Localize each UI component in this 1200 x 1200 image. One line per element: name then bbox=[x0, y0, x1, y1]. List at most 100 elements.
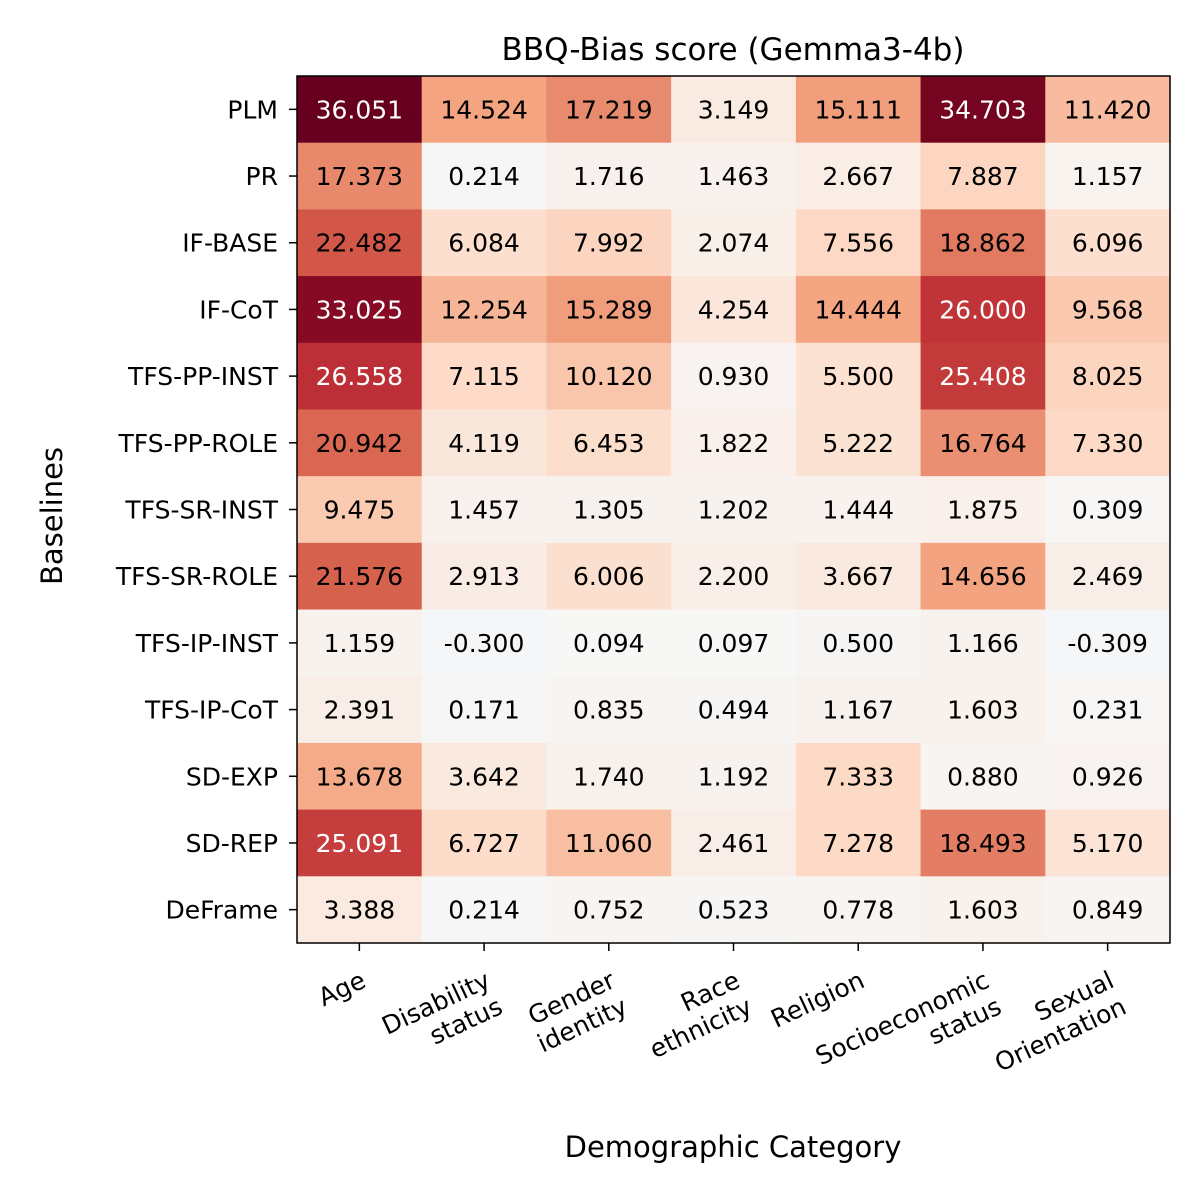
cell-value-label: 6.096 bbox=[1072, 229, 1144, 258]
cell-value-label: 0.500 bbox=[822, 629, 894, 658]
heatmap-cell bbox=[1045, 209, 1171, 277]
cell-value-label: 9.568 bbox=[1072, 295, 1144, 324]
y-tick-label: TFS-SR-INST bbox=[124, 496, 278, 525]
cell-value-label: 1.159 bbox=[324, 629, 396, 658]
heatmap-cell bbox=[795, 142, 922, 210]
cell-value-label: 36.051 bbox=[316, 95, 403, 124]
heatmap-cell bbox=[421, 276, 548, 344]
cell-value-label: 2.913 bbox=[448, 562, 520, 591]
heatmap-cell bbox=[1045, 276, 1171, 344]
heatmap-cell bbox=[795, 409, 922, 477]
heatmap-cell bbox=[795, 609, 922, 677]
y-axis-label: Baselines bbox=[35, 447, 69, 585]
cell-value-label: 26.558 bbox=[316, 362, 403, 391]
cell-value-label: 3.642 bbox=[448, 762, 520, 791]
cell-value-label: 0.094 bbox=[573, 629, 645, 658]
cell-value-label: 5.222 bbox=[822, 429, 894, 458]
cell-value-label: 14.524 bbox=[440, 95, 527, 124]
cell-value-label: 1.157 bbox=[1072, 162, 1144, 191]
cell-value-label: 2.667 bbox=[822, 162, 894, 191]
heatmap-cell bbox=[297, 276, 423, 344]
cell-value-label: 1.192 bbox=[698, 762, 770, 791]
cell-value-label: 0.835 bbox=[573, 696, 645, 725]
cell-value-label: 18.493 bbox=[939, 829, 1026, 858]
cell-value-label: 14.656 bbox=[939, 562, 1026, 591]
heatmap-cell bbox=[421, 342, 548, 411]
cell-value-label: 13.678 bbox=[316, 762, 403, 791]
heatmap-cell bbox=[671, 542, 797, 611]
heatmap-cell bbox=[795, 742, 922, 811]
cell-value-label: 16.764 bbox=[939, 429, 1026, 458]
heatmap-cell bbox=[920, 542, 1046, 611]
cell-value-label: 1.822 bbox=[698, 429, 770, 458]
cell-value-label: -0.300 bbox=[444, 629, 525, 658]
heatmap-cell bbox=[546, 542, 672, 611]
cell-value-label: 3.667 bbox=[822, 562, 894, 591]
y-tick-label: SD-EXP bbox=[186, 762, 278, 791]
y-tick-label: IF-BASE bbox=[182, 229, 278, 258]
heatmap-cell bbox=[297, 476, 423, 544]
heatmap-cell bbox=[795, 209, 922, 277]
heatmap-cell bbox=[920, 476, 1046, 544]
cell-value-label: 17.219 bbox=[565, 95, 652, 124]
y-tick-label: IF-CoT bbox=[199, 295, 279, 324]
cell-value-label: 21.576 bbox=[316, 562, 403, 591]
y-tick-label: TFS-PP-INST bbox=[127, 362, 279, 391]
heatmap-cell bbox=[1045, 609, 1171, 677]
heatmap-cell bbox=[1045, 542, 1171, 611]
heatmap-cell bbox=[1045, 142, 1171, 210]
heatmap-cell bbox=[1045, 476, 1171, 544]
heatmap-cells bbox=[297, 76, 1171, 944]
heatmap-cell bbox=[671, 142, 797, 210]
cell-value-label: 1.305 bbox=[573, 496, 645, 525]
heatmap-cell bbox=[546, 209, 672, 277]
heatmap-cell bbox=[546, 342, 672, 411]
heatmap-cell bbox=[297, 409, 423, 477]
y-tick-label: TFS-IP-CoT bbox=[144, 696, 279, 725]
heatmap-cell bbox=[920, 342, 1046, 411]
cell-value-label: 0.926 bbox=[1072, 762, 1144, 791]
cell-value-label: 6.727 bbox=[448, 829, 520, 858]
cell-value-label: 25.091 bbox=[316, 829, 403, 858]
cell-value-label: 6.006 bbox=[573, 562, 645, 591]
cell-value-label: 20.942 bbox=[316, 429, 403, 458]
cell-value-label: 7.887 bbox=[947, 162, 1019, 191]
heatmap-cell bbox=[297, 676, 423, 744]
heatmap-cell bbox=[920, 142, 1046, 210]
heatmap-cell bbox=[795, 476, 922, 544]
cell-value-label: 9.475 bbox=[324, 496, 396, 525]
cell-value-label: 0.494 bbox=[698, 696, 770, 725]
heatmap-cell bbox=[671, 742, 797, 811]
heatmap-cell bbox=[421, 209, 548, 277]
cell-value-label: 10.120 bbox=[565, 362, 652, 391]
cell-value-label: 0.523 bbox=[698, 896, 770, 925]
cell-value-label: 0.097 bbox=[698, 629, 770, 658]
cell-value-label: 0.171 bbox=[448, 696, 520, 725]
cell-value-label: 7.115 bbox=[448, 362, 520, 391]
cell-value-label: 1.167 bbox=[822, 696, 894, 725]
heatmap-cell bbox=[795, 276, 922, 344]
cell-value-label: 0.880 bbox=[947, 762, 1019, 791]
heatmap-cell bbox=[920, 876, 1046, 944]
heatmap-cell bbox=[795, 676, 922, 744]
heatmap-cell bbox=[920, 276, 1046, 344]
heatmap-cell bbox=[546, 809, 672, 877]
heatmap-cell bbox=[1045, 809, 1171, 877]
cell-value-label: 8.025 bbox=[1072, 362, 1144, 391]
heatmap-cell bbox=[671, 209, 797, 277]
heatmap-cell bbox=[297, 876, 423, 944]
heatmap-cell bbox=[297, 142, 423, 210]
heatmap-cell bbox=[920, 676, 1046, 744]
cell-value-label: 25.408 bbox=[939, 362, 1026, 391]
cell-value-label: 4.119 bbox=[448, 429, 520, 458]
cell-value-label: 3.149 bbox=[698, 95, 770, 124]
heatmap-cell bbox=[421, 76, 548, 144]
heatmap-cell bbox=[920, 809, 1046, 877]
heatmap-cell bbox=[795, 542, 922, 611]
heatmap-cell bbox=[546, 76, 672, 144]
heatmap-cell bbox=[920, 409, 1046, 477]
y-tick-label: PLM bbox=[227, 95, 278, 124]
cell-value-label: 0.849 bbox=[1072, 896, 1144, 925]
heatmap-cell bbox=[671, 876, 797, 944]
